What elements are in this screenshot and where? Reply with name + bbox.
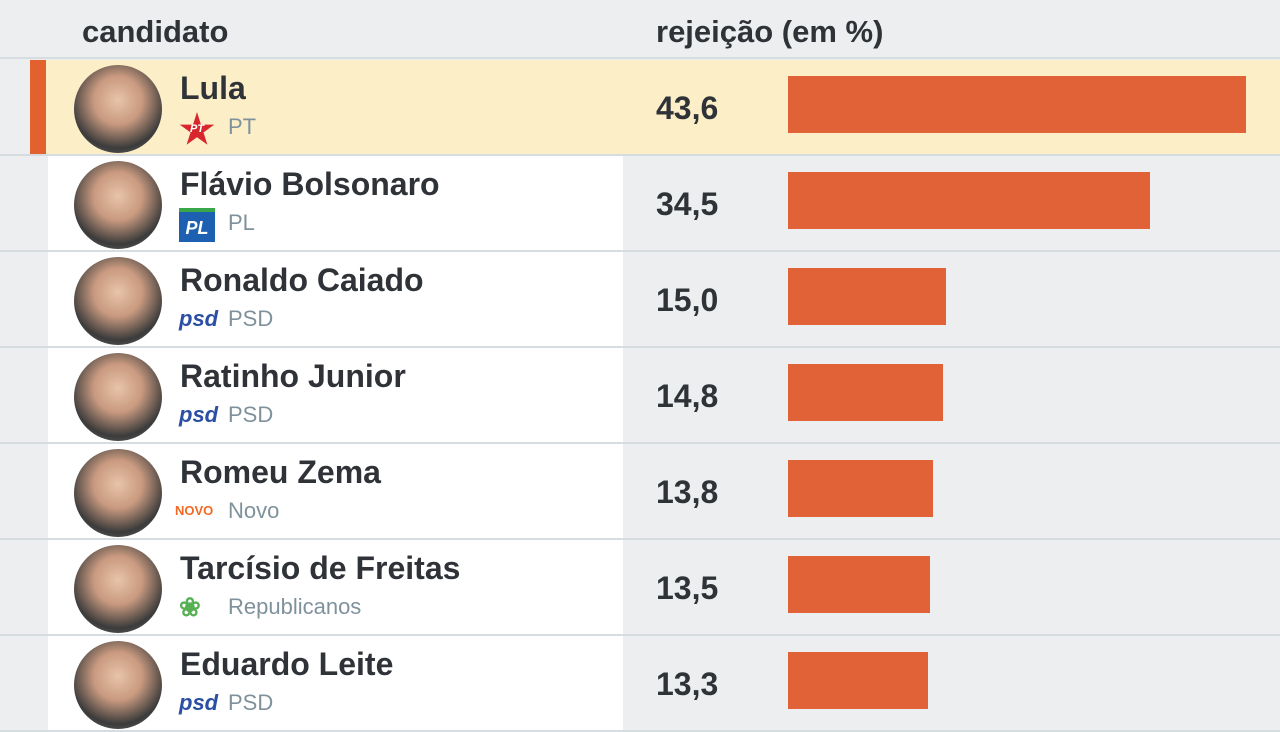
party-name: PSD (228, 690, 274, 715)
party-name: PT (228, 114, 257, 139)
rejection-value: 13,8 (656, 474, 719, 510)
rejection-bar (788, 556, 930, 613)
candidate-name: Ronaldo Caiado (180, 262, 424, 298)
rejection-value: 13,3 (656, 666, 719, 702)
candidate-name: Romeu Zema (180, 454, 381, 490)
column-header-candidate: candidato (82, 14, 229, 49)
party-name: Novo (228, 498, 280, 523)
rejection-bar (788, 460, 933, 517)
table-header: candidato rejeição (em %) (0, 0, 1280, 59)
candidate-photo (74, 161, 162, 249)
candidate-photo (74, 545, 162, 633)
party-logo-icon: ❀ (179, 592, 201, 622)
party-logo-icon: psd (179, 690, 219, 715)
party-logo-icon: psd (179, 306, 219, 331)
candidate-name: Ratinho Junior (180, 358, 406, 394)
rejection-bar (788, 76, 1246, 133)
party-logo-icon: PL (179, 208, 215, 242)
rejection-value: 43,6 (656, 90, 719, 126)
party-name: PSD (228, 306, 274, 331)
candidate-name: Tarcísio de Freitas (180, 550, 461, 586)
candidate-name: Lula (180, 70, 246, 106)
party-name: PL (228, 210, 255, 235)
candidate-name: Eduardo Leite (180, 646, 394, 682)
table-row: Lula PT PT 43,6 (0, 60, 1280, 156)
column-header-rejection: rejeição (em %) (656, 14, 884, 49)
candidate-photo (74, 641, 162, 729)
rejection-value: 34,5 (656, 186, 719, 222)
table-row: Flávio Bolsonaro PL PL 34,5 (0, 156, 1280, 252)
table-row: Ronaldo Caiado psd PSD 15,0 (0, 252, 1280, 348)
candidate-photo (74, 257, 162, 345)
table-row: Ratinho Junior psd PSD 14,8 (0, 348, 1280, 444)
table-row: Romeu Zema NOVO Novo 13,8 (0, 444, 1280, 540)
candidate-name: Flávio Bolsonaro (180, 166, 440, 202)
candidate-photo (74, 65, 162, 153)
highlight-accent-bar (30, 60, 46, 154)
rejection-bar (788, 268, 946, 325)
rejection-value: 13,5 (656, 570, 719, 606)
rejection-bar (788, 652, 928, 709)
party-logo-icon: NOVO (175, 503, 214, 518)
candidate-photo (74, 353, 162, 441)
rejection-value: 14,8 (656, 378, 719, 414)
table-row: Eduardo Leite psd PSD 13,3 (0, 636, 1280, 732)
party-name: PSD (228, 402, 274, 427)
party-logo-icon: psd (179, 402, 219, 427)
party-name: Republicanos (228, 594, 362, 619)
rejection-bar (788, 364, 943, 421)
rejection-value: 15,0 (656, 282, 719, 318)
candidate-photo (74, 449, 162, 537)
table-row: Tarcísio de Freitas ❀ Republicanos 13,5 (0, 540, 1280, 636)
rejection-bar (788, 172, 1150, 229)
